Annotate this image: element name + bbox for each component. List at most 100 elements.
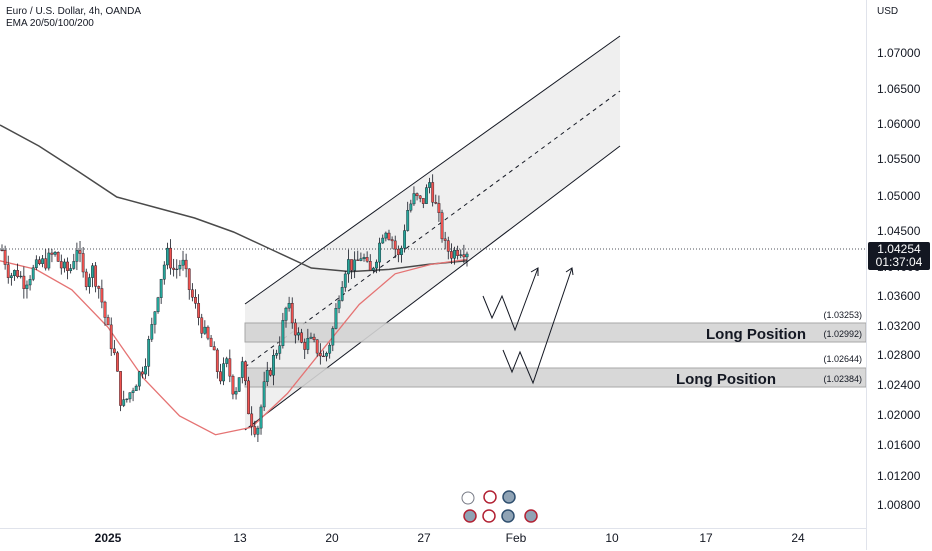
- price-tick-label: 1.05500: [877, 152, 921, 166]
- candle-body: [359, 258, 363, 261]
- price-tick-label: 1.02800: [877, 348, 921, 362]
- eu-flag-icon-2[interactable]: [501, 509, 515, 523]
- candle-body: [337, 300, 341, 309]
- candle-body: [459, 254, 463, 256]
- candle-body: [393, 240, 397, 250]
- candle-body: [134, 385, 138, 392]
- candle-body: [384, 232, 388, 239]
- event-icons[interactable]: [461, 490, 538, 523]
- time-tick-label: 10: [605, 531, 619, 545]
- time-tick-label: 24: [791, 531, 805, 545]
- price-tick-label: 1.06000: [877, 117, 921, 131]
- candle-body: [147, 339, 151, 367]
- candle-body: [228, 358, 232, 377]
- candle-body: [109, 324, 113, 350]
- candle-body: [16, 270, 20, 277]
- candle-body: [381, 237, 385, 244]
- candle-body: [56, 252, 60, 262]
- news-icon[interactable]: [461, 491, 475, 505]
- candle-body: [3, 249, 7, 265]
- long-zones[interactable]: [244, 322, 867, 388]
- price-tick-label: 1.01200: [877, 469, 921, 483]
- candle-body: [178, 264, 182, 270]
- candle-body: [403, 230, 406, 249]
- zone2-bottom-value: (1.02384): [823, 374, 862, 384]
- candle-body: [203, 326, 207, 334]
- projection-arrowhead-1: [530, 267, 539, 276]
- candle-body: [144, 366, 147, 375]
- projection-arrowhead-2: [565, 267, 574, 276]
- candle-body: [59, 261, 63, 269]
- projection-path-1[interactable]: [482, 267, 539, 332]
- candle-body: [318, 352, 322, 357]
- candle-body: [175, 268, 179, 271]
- candle-body: [38, 259, 41, 264]
- candle-body: [387, 232, 391, 240]
- us-flag-icon-4[interactable]: [524, 509, 538, 523]
- candle-body: [194, 297, 197, 304]
- projection-path-2[interactable]: [502, 267, 573, 385]
- candle-body: [443, 238, 447, 241]
- candle-body: [284, 307, 288, 321]
- candle-body: [309, 336, 313, 339]
- candle-body: [187, 268, 191, 290]
- us-flag-icon-2[interactable]: [463, 509, 477, 523]
- candle-body: [250, 413, 254, 427]
- candle-body: [75, 250, 79, 262]
- price-tick-label: 1.07000: [877, 46, 921, 60]
- currency-label[interactable]: USD: [877, 6, 899, 17]
- candle-body: [22, 275, 26, 289]
- candle-body: [290, 303, 294, 324]
- ema-fast-line: [0, 258, 468, 436]
- price-tick-label: 1.04500: [877, 224, 921, 238]
- candle-body: [197, 303, 201, 318]
- channel-upper-line[interactable]: [244, 35, 621, 305]
- candle-body: [153, 311, 157, 325]
- candle-body: [125, 398, 129, 400]
- candle-body: [240, 361, 244, 378]
- candle-body: [31, 267, 35, 280]
- price-tick-label: 1.02000: [877, 408, 921, 422]
- zone1-bottom-value: (1.02992): [823, 329, 862, 339]
- zone2-label: Long Position: [676, 371, 776, 388]
- candle-body: [303, 342, 307, 350]
- time-tick-label: 2025: [94, 531, 122, 545]
- candle-body: [9, 275, 13, 278]
- candle-body: [281, 320, 285, 346]
- zone2-top-value: (1.02644): [823, 354, 862, 364]
- candle-body: [106, 317, 110, 326]
- candle-body: [156, 297, 160, 313]
- candle-body: [421, 198, 425, 204]
- candle-body: [19, 275, 23, 278]
- candle-body: [253, 426, 257, 435]
- candle-body: [244, 361, 247, 382]
- candle-body: [456, 250, 460, 256]
- price-tick-label: 1.06500: [877, 82, 921, 96]
- projection-arrows[interactable]: [482, 267, 574, 385]
- us-flag-icon[interactable]: [483, 490, 497, 504]
- candle-body: [66, 261, 69, 271]
- candle-body: [212, 346, 216, 351]
- candle-body: [365, 257, 369, 262]
- us-flag-icon-3[interactable]: [482, 509, 496, 523]
- time-axis[interactable]: [0, 528, 866, 551]
- chart-title: Euro / U.S. Dollar, 4h, OANDA: [6, 6, 142, 17]
- candle-body: [315, 339, 319, 354]
- candle-body: [278, 345, 282, 354]
- candle-body: [415, 193, 419, 197]
- price-axis[interactable]: [866, 0, 932, 550]
- candle-body: [222, 363, 225, 382]
- candle-body: [431, 182, 435, 203]
- candle-body: [94, 265, 98, 287]
- eu-flag-icon[interactable]: [502, 490, 516, 504]
- candle-body: [409, 203, 413, 211]
- candle-body: [350, 259, 353, 271]
- channel-mid-line[interactable]: [244, 90, 621, 368]
- candle-body: [340, 287, 344, 301]
- candle-body: [53, 252, 57, 255]
- candle-body: [91, 265, 94, 278]
- price-tick-label: 1.02400: [877, 378, 921, 392]
- candle-body: [453, 250, 456, 259]
- indicator-legend: EMA 20/50/100/200: [6, 18, 94, 29]
